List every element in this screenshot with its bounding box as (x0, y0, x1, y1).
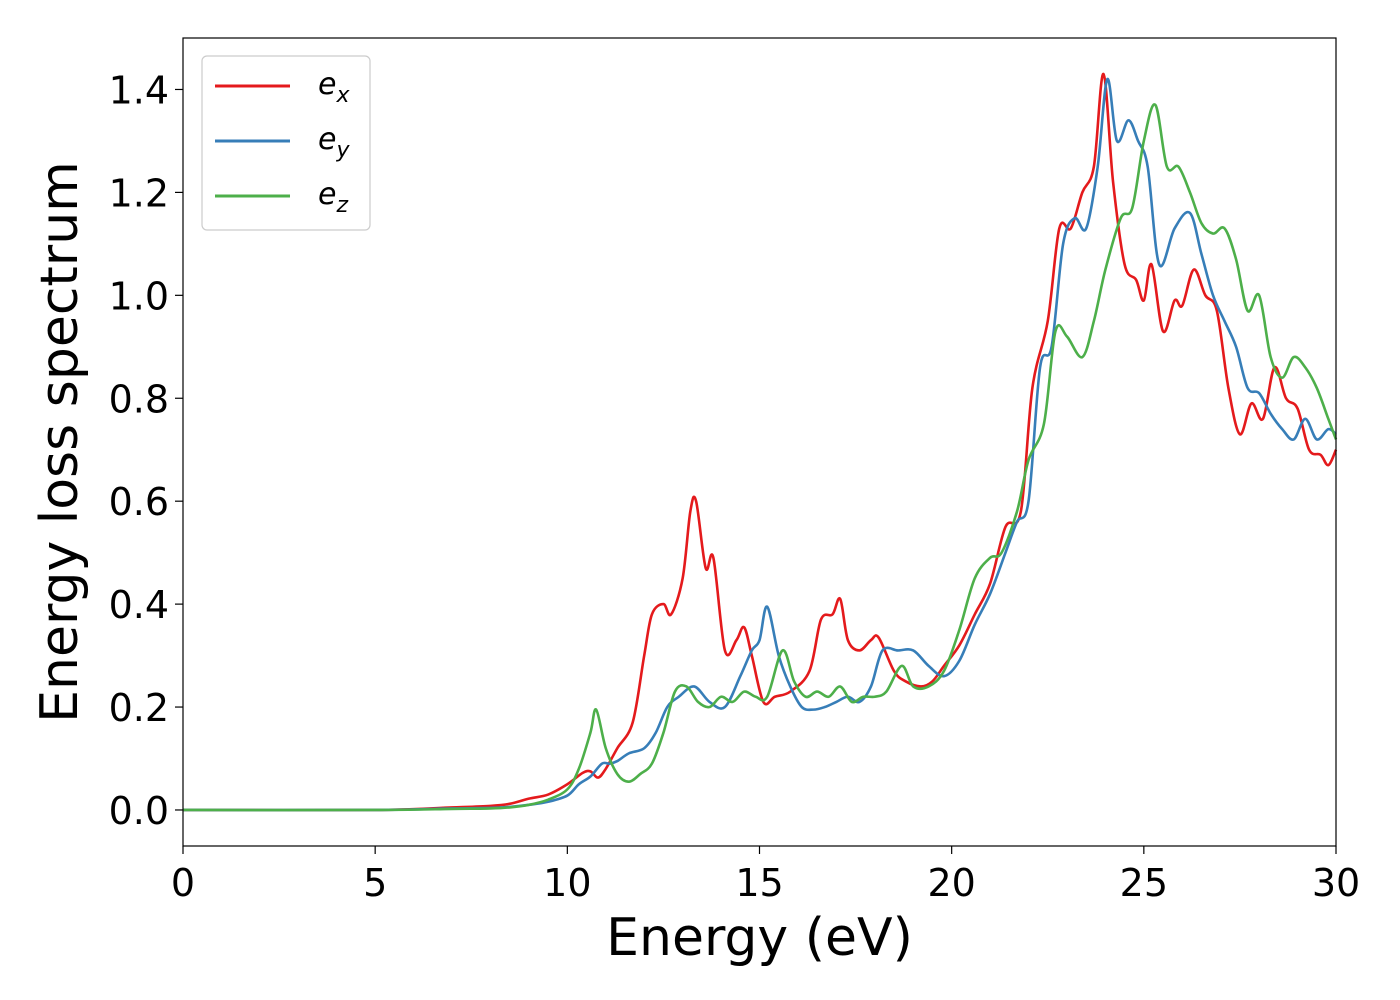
x-tick-label: 20 (927, 861, 975, 905)
y-tick-label: 0.2 (109, 686, 169, 730)
legend-box (201, 55, 371, 231)
x-tick-label: 10 (543, 861, 591, 905)
series-line-z (182, 103, 1338, 812)
legend-label-subscript: x (335, 83, 350, 108)
series-lines (182, 72, 1338, 812)
y-tick-label: 0.4 (109, 583, 169, 627)
legend-label-base: e (318, 177, 336, 212)
y-tick-label: 1.4 (109, 68, 169, 112)
legend-label-subscript: y (335, 138, 350, 163)
y-tick-label: 0.6 (109, 480, 169, 524)
legend-label-base: e (318, 122, 336, 157)
y-tick-label: 1.0 (109, 274, 169, 318)
x-axis: 0 5 10 15 20 25 30 (171, 846, 1360, 905)
y-axis-label: Energy loss spectrum (30, 161, 90, 723)
y-tick-label: 1.2 (109, 171, 169, 215)
x-axis-label: Energy (eV) (606, 908, 913, 968)
y-tick-label: 0.0 (109, 789, 169, 833)
x-tick-label: 15 (735, 861, 783, 905)
legend-label-subscript: z (335, 193, 348, 218)
legend-label-y: ey (318, 122, 350, 163)
x-tick-label: 25 (1120, 861, 1168, 905)
x-tick-label: 30 (1312, 861, 1360, 905)
legend-label-x: ex (318, 67, 350, 108)
y-axis: 0.0 0.2 0.4 0.6 0.8 1.0 1.2 1.4 (109, 68, 183, 833)
x-tick-label: 5 (363, 861, 387, 905)
series-line-y (182, 77, 1337, 812)
legend-label-z: ez (318, 177, 348, 218)
x-tick-label: 0 (171, 861, 195, 905)
y-tick-label: 0.8 (109, 377, 169, 421)
legend-label-base: e (318, 67, 336, 102)
